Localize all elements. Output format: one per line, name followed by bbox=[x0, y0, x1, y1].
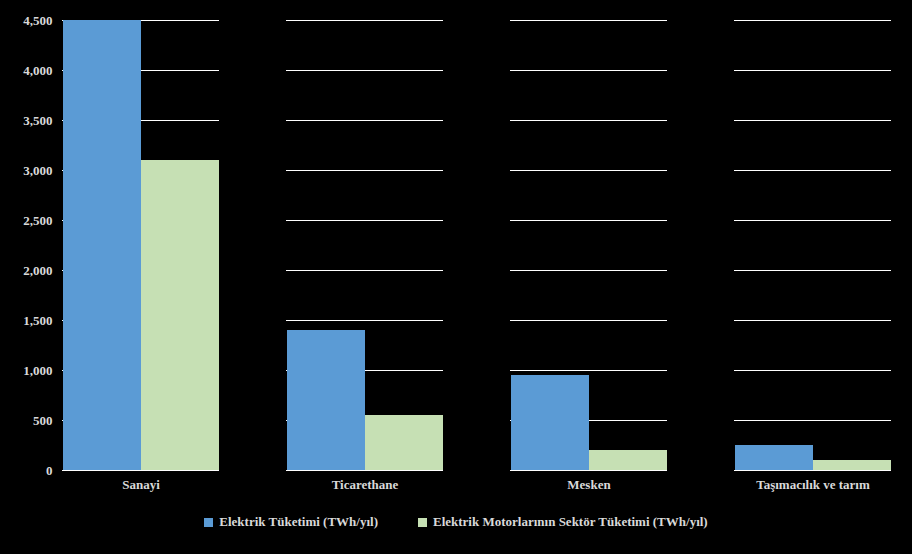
svg-text:0: 0 bbox=[46, 463, 53, 478]
html-text:Elektrik Tüketimi (TWh/yıl): Elektrik Tüketimi (TWh/yıl) bbox=[219, 514, 378, 529]
html-text:Elektrik Motorlarının Sektör T: Elektrik Motorlarının Sektör Tüketimi (T… bbox=[433, 514, 708, 529]
svg-text:Mesken: Mesken bbox=[567, 477, 611, 492]
svg-text:3,500: 3,500 bbox=[23, 113, 52, 128]
svg-text:Taşımacılık ve tarım: Taşımacılık ve tarım bbox=[756, 477, 870, 492]
svg-text:1,000: 1,000 bbox=[23, 363, 52, 378]
svg-text:500: 500 bbox=[33, 413, 53, 428]
svg-text:2,500: 2,500 bbox=[23, 213, 52, 228]
svg-text:4,000: 4,000 bbox=[23, 63, 52, 78]
svg-text:1,500: 1,500 bbox=[23, 313, 52, 328]
svg-text:2,000: 2,000 bbox=[23, 263, 52, 278]
svg-text:Ticarethane: Ticarethane bbox=[332, 477, 399, 492]
svg-text:4,500: 4,500 bbox=[23, 13, 52, 28]
svg-text:3,000: 3,000 bbox=[23, 163, 52, 178]
svg-text:Sanayi: Sanayi bbox=[122, 477, 160, 492]
